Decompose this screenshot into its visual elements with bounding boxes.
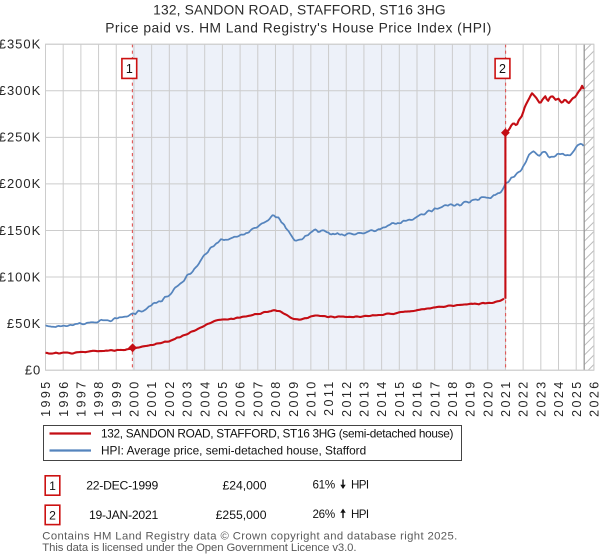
svg-text:132, SANDON ROAD, STAFFORD, ST: 132, SANDON ROAD, STAFFORD, ST16 3HG (se… (101, 427, 454, 441)
svg-text:132, SANDON ROAD, STAFFORD, ST: 132, SANDON ROAD, STAFFORD, ST16 3HG (153, 3, 446, 18)
svg-text:2001: 2001 (145, 379, 159, 416)
svg-text:2018: 2018 (446, 379, 460, 416)
svg-text:2008: 2008 (269, 379, 283, 416)
svg-text:2017: 2017 (428, 379, 442, 416)
svg-text:£300K: £300K (0, 83, 41, 98)
svg-text:2000: 2000 (128, 379, 142, 416)
svg-text:2012: 2012 (340, 379, 354, 416)
svg-text:2007: 2007 (251, 379, 265, 416)
svg-text:2005: 2005 (216, 379, 230, 416)
svg-text:61%: 61% (313, 479, 335, 492)
svg-text:HPI: Average price, semi-detac: HPI: Average price, semi-detached house,… (101, 444, 366, 458)
svg-text:£100K: £100K (0, 269, 41, 284)
svg-text:2022: 2022 (517, 379, 531, 416)
svg-text:£0: £0 (25, 363, 41, 378)
svg-text:£50K: £50K (7, 316, 41, 331)
svg-text:1995: 1995 (39, 379, 53, 416)
svg-text:2004: 2004 (198, 379, 212, 416)
svg-text:2016: 2016 (411, 379, 425, 416)
svg-text:1996: 1996 (57, 379, 71, 416)
svg-text:HPI: HPI (351, 479, 369, 492)
svg-text:£24,000: £24,000 (222, 478, 266, 492)
svg-text:2020: 2020 (481, 379, 495, 416)
svg-text:2023: 2023 (534, 379, 548, 416)
svg-text:2025: 2025 (570, 379, 584, 416)
svg-text:2: 2 (499, 62, 506, 76)
svg-text:2019: 2019 (464, 379, 478, 416)
svg-text:1: 1 (49, 479, 56, 493)
svg-text:HPI: HPI (351, 508, 369, 521)
svg-text:Contains HM Land Registry data: Contains HM Land Registry data © Crown c… (42, 531, 457, 543)
svg-text:2003: 2003 (181, 379, 195, 416)
svg-text:£200K: £200K (0, 176, 41, 191)
svg-text:2002: 2002 (163, 379, 177, 416)
svg-text:2021: 2021 (499, 379, 513, 416)
svg-text:£350K: £350K (0, 37, 41, 52)
svg-text:2011: 2011 (322, 379, 336, 415)
svg-text:£255,000: £255,000 (216, 508, 267, 522)
svg-text:2013: 2013 (358, 379, 372, 416)
svg-text:26%: 26% (313, 508, 335, 521)
svg-text:2024: 2024 (552, 379, 566, 416)
svg-text:£150K: £150K (0, 223, 41, 238)
svg-text:£250K: £250K (0, 130, 41, 145)
svg-text:1998: 1998 (92, 379, 106, 416)
svg-text:22-DEC-1999: 22-DEC-1999 (86, 478, 158, 492)
svg-text:1999: 1999 (110, 379, 124, 416)
svg-text:2014: 2014 (375, 379, 389, 416)
svg-text:2: 2 (49, 508, 56, 522)
svg-text:19-JAN-2021: 19-JAN-2021 (89, 508, 159, 522)
svg-text:This data is licensed under th: This data is licensed under the Open Gov… (42, 542, 356, 554)
svg-text:1997: 1997 (75, 379, 89, 416)
svg-text:Price paid vs. HM Land Registr: Price paid vs. HM Land Registry's House … (105, 20, 492, 35)
svg-text:2015: 2015 (393, 379, 407, 416)
svg-text:2026: 2026 (588, 379, 600, 416)
svg-text:2010: 2010 (305, 379, 319, 416)
svg-text:2009: 2009 (287, 379, 301, 416)
svg-text:2006: 2006 (234, 379, 248, 416)
svg-text:1: 1 (126, 62, 133, 76)
